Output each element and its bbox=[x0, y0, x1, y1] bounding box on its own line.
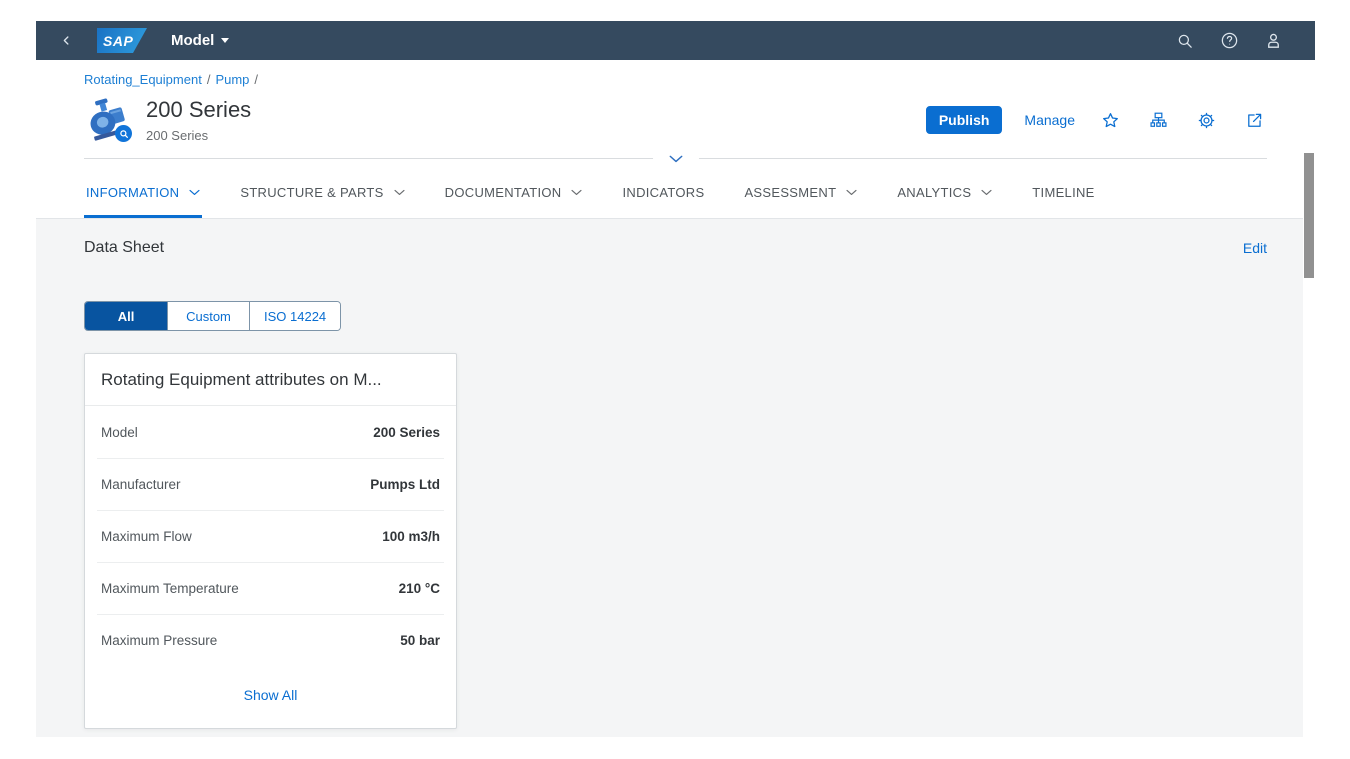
zoom-badge-icon bbox=[115, 125, 132, 143]
tab-label: ANALYTICS bbox=[897, 185, 972, 201]
person-icon bbox=[1264, 31, 1283, 50]
breadcrumb-separator: / bbox=[206, 72, 211, 87]
attribute-filter-segmented: All Custom ISO 14224 bbox=[84, 301, 342, 332]
tab-assessment[interactable]: ASSESSMENT bbox=[742, 185, 859, 218]
search-button[interactable] bbox=[1163, 21, 1207, 60]
table-row: Maximum Flow 100 m3/h bbox=[97, 510, 444, 562]
object-page-header: Rotating_Equipment / Pump / bbox=[36, 60, 1315, 167]
chevron-down-icon bbox=[394, 189, 405, 196]
attr-value: 100 m3/h bbox=[382, 529, 440, 545]
page-title: 200 Series bbox=[146, 97, 252, 122]
show-all-button[interactable]: Show All bbox=[243, 687, 298, 704]
profile-button[interactable] bbox=[1251, 21, 1295, 60]
gear-icon bbox=[1197, 111, 1216, 130]
attr-label: Manufacturer bbox=[101, 477, 181, 493]
back-chevron-icon bbox=[60, 34, 73, 47]
share-button[interactable] bbox=[1241, 107, 1267, 133]
chevron-down-icon bbox=[981, 189, 992, 196]
header-actions: Publish Manage bbox=[925, 106, 1267, 135]
model-thumbnail[interactable] bbox=[84, 97, 132, 143]
publish-button[interactable]: Publish bbox=[925, 106, 1003, 135]
star-icon bbox=[1101, 111, 1120, 130]
card-rows: Model 200 Series Manufacturer Pumps Ltd … bbox=[85, 406, 456, 666]
attr-value: 50 bar bbox=[400, 633, 440, 649]
tab-label: INDICATORS bbox=[622, 185, 705, 201]
table-row: Maximum Temperature 210 °C bbox=[97, 562, 444, 614]
scrollbar-thumb[interactable] bbox=[1304, 153, 1314, 278]
tab-timeline[interactable]: TIMELINE bbox=[1030, 185, 1096, 218]
tab-information[interactable]: INFORMATION bbox=[84, 185, 203, 219]
chevron-down-icon bbox=[669, 155, 683, 163]
settings-button[interactable] bbox=[1193, 107, 1219, 133]
share-export-icon bbox=[1245, 111, 1264, 130]
card-footer: Show All bbox=[85, 666, 456, 728]
product-title: Model bbox=[171, 32, 215, 49]
manage-button[interactable]: Manage bbox=[1024, 112, 1075, 129]
attributes-card: Rotating Equipment attributes on M... Mo… bbox=[84, 353, 457, 730]
breadcrumb-link-pump[interactable]: Pump bbox=[215, 72, 250, 87]
breadcrumb-separator: / bbox=[254, 72, 259, 87]
table-row: Maximum Pressure 50 bar bbox=[97, 614, 444, 666]
tab-analytics[interactable]: ANALYTICS bbox=[895, 185, 994, 218]
sap-logo: SAP bbox=[97, 28, 147, 53]
back-button[interactable] bbox=[50, 28, 83, 53]
segment-iso-14224[interactable]: ISO 14224 bbox=[249, 302, 341, 331]
chevron-down-icon bbox=[846, 189, 857, 196]
app-window: SAP Model bbox=[36, 21, 1315, 737]
tab-indicators[interactable]: INDICATORS bbox=[620, 185, 706, 218]
attr-label: Maximum Temperature bbox=[101, 581, 239, 597]
attr-label: Model bbox=[101, 424, 138, 440]
title-block: 200 Series 200 Series bbox=[146, 97, 251, 143]
section-header: Data Sheet Edit bbox=[84, 239, 1267, 257]
title-row: 200 Series 200 Series Publish Manage bbox=[84, 97, 1267, 143]
card-title: Rotating Equipment attributes on M... bbox=[85, 354, 456, 407]
tab-label: ASSESSMENT bbox=[744, 185, 837, 201]
tab-label: TIMELINE bbox=[1032, 185, 1095, 201]
scrollbar-track[interactable] bbox=[1303, 150, 1315, 737]
breadcrumb: Rotating_Equipment / Pump / bbox=[84, 72, 1267, 87]
tab-structure-parts[interactable]: STRUCTURE & PARTS bbox=[238, 185, 406, 218]
attr-value: 200 Series bbox=[373, 424, 440, 440]
attr-label: Maximum Flow bbox=[101, 529, 192, 545]
breadcrumb-link-rotating-equipment[interactable]: Rotating_Equipment bbox=[84, 72, 202, 87]
edit-button[interactable]: Edit bbox=[1242, 240, 1267, 257]
shell-bar: SAP Model bbox=[36, 21, 1315, 60]
information-section: Data Sheet Edit All Custom ISO 14224 Rot… bbox=[36, 219, 1315, 737]
tab-documentation[interactable]: DOCUMENTATION bbox=[443, 185, 585, 218]
attr-value: 210 °C bbox=[398, 581, 440, 597]
tab-label: DOCUMENTATION bbox=[444, 185, 562, 201]
segment-custom[interactable]: Custom bbox=[167, 302, 249, 331]
tab-bar: INFORMATION STRUCTURE & PARTS DOCUMENTAT… bbox=[36, 159, 1315, 220]
header-divider bbox=[84, 151, 1267, 167]
tab-label: INFORMATION bbox=[86, 185, 180, 201]
table-row: Model 200 Series bbox=[97, 406, 444, 458]
chevron-down-icon bbox=[571, 189, 583, 196]
sap-logo-text: SAP bbox=[103, 32, 134, 49]
section-title: Data Sheet bbox=[84, 239, 165, 257]
help-icon bbox=[1220, 31, 1239, 50]
sitemap-icon bbox=[1149, 111, 1168, 130]
help-button[interactable] bbox=[1207, 21, 1251, 60]
caret-down-icon bbox=[221, 38, 230, 43]
collapse-header-button[interactable] bbox=[652, 151, 699, 167]
search-icon bbox=[1176, 32, 1194, 50]
hierarchy-button[interactable] bbox=[1145, 107, 1171, 133]
attr-label: Maximum Pressure bbox=[101, 633, 218, 649]
chevron-down-icon bbox=[189, 189, 200, 196]
attr-value: Pumps Ltd bbox=[370, 477, 440, 493]
page-subtitle: 200 Series bbox=[146, 128, 209, 144]
tab-label: STRUCTURE & PARTS bbox=[240, 185, 384, 201]
product-switch-menu[interactable]: Model bbox=[171, 32, 230, 49]
table-row: Manufacturer Pumps Ltd bbox=[97, 458, 444, 510]
segment-all[interactable]: All bbox=[85, 302, 167, 331]
favorite-button[interactable] bbox=[1097, 107, 1123, 133]
